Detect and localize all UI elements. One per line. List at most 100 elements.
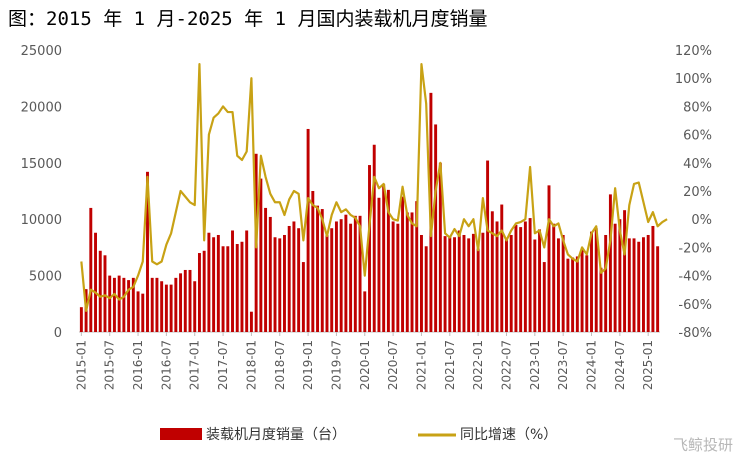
sales-bar (637, 241, 641, 332)
sales-bar (561, 234, 565, 332)
y-right-tick-label: -40% (678, 270, 712, 285)
y-right-tick-label: -60% (678, 298, 712, 313)
legend: 装载机月度销量（台） 同比增速（%） (160, 427, 557, 443)
sales-bar (330, 228, 334, 332)
x-tick-label: 2025-01 (641, 340, 655, 390)
x-axis: 2015-01 2015-07 2016-01 2016-07 2017-01 2017-… (74, 332, 655, 390)
y-right-tick-label: 60% (683, 129, 712, 144)
x-tick-label: 2019-07 (329, 340, 343, 390)
sales-bar (377, 197, 381, 332)
sales-bar (287, 225, 291, 332)
y-right-tick-label: 120% (675, 44, 712, 59)
sales-bar (339, 219, 343, 332)
sales-bar (420, 234, 423, 332)
sales-bar (112, 277, 116, 332)
sales-bar (169, 284, 173, 332)
sales-bar (174, 277, 178, 332)
legend-line-label: 同比增速（%） (460, 427, 557, 443)
sales-bar (410, 212, 414, 332)
sales-bar (249, 311, 253, 332)
sales-bar (457, 230, 461, 332)
x-tick-label: 2016-07 (159, 340, 173, 390)
sales-bar (604, 234, 608, 332)
sales-bar (353, 215, 357, 332)
sales-bar (538, 229, 542, 332)
sales-bar (580, 249, 584, 332)
y-right-axis: -80% -60% -40% -20% 0% 20% 40% 60% 80% 100% 120% (675, 44, 712, 341)
sales-bar (575, 256, 579, 332)
sales-bar (221, 246, 225, 332)
x-tick-label: 2022-01 (471, 340, 485, 390)
sales-bar (160, 281, 164, 332)
sales-bar (207, 232, 211, 332)
y-left-tick-label: 10000 (21, 213, 62, 228)
sales-bar (523, 221, 527, 332)
legend-bar-label: 装载机月度销量（台） (206, 427, 346, 443)
sales-bar (155, 277, 159, 332)
x-tick-label: 2024-07 (613, 340, 627, 390)
bar-series (79, 92, 660, 332)
sales-bar (127, 280, 131, 332)
sales-bar (533, 239, 537, 332)
x-tick-label: 2020-07 (386, 340, 400, 390)
sales-bar (486, 160, 490, 332)
x-tick-label: 2016-01 (131, 340, 145, 390)
sales-bar (108, 275, 112, 332)
sales-bar (311, 191, 315, 332)
watermark-text: 飞鲸投研 (672, 436, 733, 454)
sales-bar (552, 223, 556, 332)
sales-bar (448, 237, 452, 332)
sales-bar (372, 144, 376, 332)
sales-bar (481, 232, 485, 332)
sales-bar (651, 225, 655, 332)
x-tick-label: 2023-07 (556, 340, 570, 390)
y-right-tick-label: 80% (683, 100, 712, 115)
sales-bar (519, 227, 523, 332)
sales-bar (334, 221, 338, 332)
y-right-tick-label: 0% (691, 213, 712, 228)
sales-bar (179, 273, 183, 332)
sales-bar (188, 269, 192, 332)
sales-bar (283, 234, 286, 332)
y-right-tick-label: 20% (683, 185, 712, 200)
sales-bar (453, 237, 456, 332)
sales-bar (245, 230, 249, 332)
sales-bar (358, 215, 362, 332)
x-tick-label: 2015-01 (74, 340, 88, 390)
sales-bar (122, 277, 126, 332)
sales-bar (405, 212, 409, 332)
sales-bar (627, 238, 631, 332)
sales-bar (623, 210, 627, 332)
sales-bar (424, 246, 428, 332)
sales-bar (585, 255, 589, 332)
sales-bar (443, 236, 447, 332)
sales-bar (103, 255, 107, 332)
y-right-tick-label: -80% (678, 326, 712, 341)
sales-bar (514, 224, 518, 332)
sales-bar (656, 246, 660, 332)
sales-bar (226, 246, 230, 332)
sales-bar (301, 262, 305, 332)
chart-title: 图：2015 年 1 月-2025 年 1 月国内装载机月度销量 (8, 8, 488, 30)
sales-bar (141, 293, 145, 332)
sales-bar (642, 237, 645, 332)
sales-bar (547, 185, 551, 332)
sales-bar (212, 237, 216, 332)
sales-bar (150, 277, 154, 332)
sales-bar (495, 221, 499, 332)
sales-bar (382, 184, 386, 332)
sales-bar (632, 238, 636, 332)
x-tick-label: 2015-07 (103, 340, 117, 390)
sales-bar (344, 214, 348, 332)
x-tick-label: 2020-01 (358, 340, 372, 390)
sales-bar (316, 205, 320, 332)
sales-bar (306, 128, 310, 332)
x-tick-label: 2017-01 (188, 340, 202, 390)
sales-bar (471, 233, 475, 332)
sales-bar (391, 221, 395, 332)
x-tick-label: 2024-01 (585, 340, 599, 390)
sales-bar (273, 237, 277, 332)
y-left-tick-label: 15000 (21, 157, 62, 172)
sales-bar (216, 234, 220, 332)
